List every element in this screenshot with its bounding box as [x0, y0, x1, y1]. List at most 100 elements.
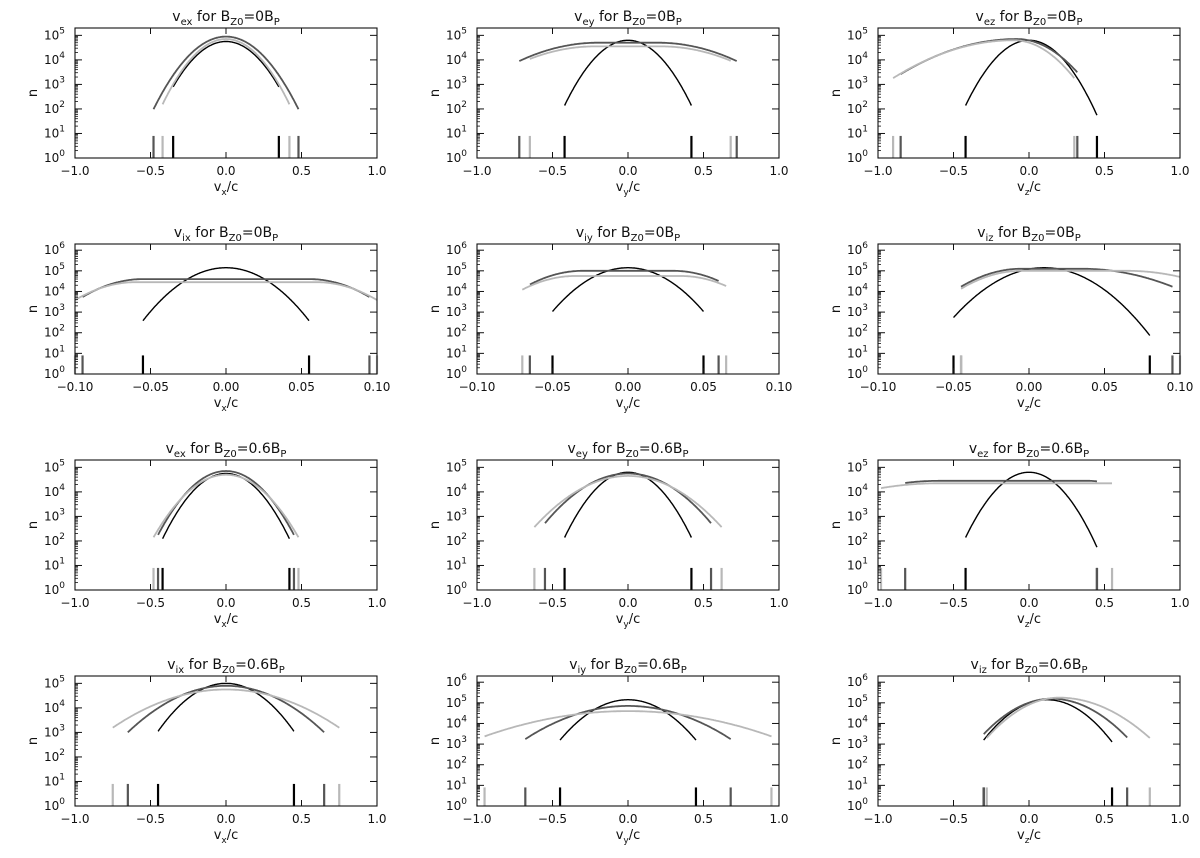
series-1-line: [161, 472, 291, 540]
x-tick-label: −1.0: [863, 812, 892, 826]
series-1-line: [563, 471, 693, 538]
y-tick-label: 103: [446, 507, 467, 523]
y-tick-label: 100: [446, 797, 467, 813]
y-tick-label: 104: [446, 51, 467, 67]
y-tick-label: 101: [847, 556, 868, 572]
x-tick-label: 1.0: [367, 164, 386, 178]
y-tick-label: 102: [847, 756, 868, 772]
y-tick-label: 105: [847, 458, 868, 474]
y-tick-label: 104: [44, 282, 65, 298]
x-axis-label: vx/c: [214, 828, 239, 846]
x-axis-label: vy/c: [616, 180, 641, 198]
y-tick-label: 101: [847, 344, 868, 360]
x-tick-label: 0.0: [618, 812, 637, 826]
panel-2: −1.0 −0.5 0.0 0.5 1.0 100 101 102 103 104 105 n vy/c…: [428, 9, 789, 198]
series-3-line: [112, 688, 340, 729]
series-1-line: [157, 682, 295, 732]
plot-frame: [74, 243, 378, 375]
series-1-line: [142, 267, 310, 322]
y-tick-label: 103: [847, 735, 868, 751]
x-tick-label: −1.0: [863, 596, 892, 610]
y-tick-label: 101: [446, 124, 467, 140]
x-tick-label: 0.00: [615, 380, 642, 394]
panel-6: −0.10 −0.05 0.00 0.05 0.10 100 101 102 103 104 105…: [829, 225, 1193, 414]
series-1-line: [563, 39, 693, 106]
y-tick-label: 102: [847, 324, 868, 340]
series-2-line: [544, 472, 712, 524]
panel-3: −1.0 −0.5 0.0 0.5 1.0 100 101 102 103 104 105 n vz/c…: [829, 9, 1190, 198]
y-tick-label: 104: [44, 51, 65, 67]
y-tick-label: 102: [44, 532, 65, 548]
x-tick-label: −0.10: [459, 380, 496, 394]
y-tick-label: 104: [446, 483, 467, 499]
x-tick-label: −0.5: [136, 596, 165, 610]
y-tick-label: 106: [446, 673, 467, 689]
x-tick-label: −0.5: [136, 164, 165, 178]
series-2-line: [518, 41, 738, 62]
y-axis-label: n: [26, 305, 41, 313]
y-tick-label: 102: [847, 100, 868, 116]
panel-title: vix for BZ0=0.6BP: [167, 657, 285, 676]
panel-11: −1.0 −0.5 0.0 0.5 1.0 100 101 102 103 104 105 106 n v…: [428, 657, 789, 846]
panel-9: −1.0 −0.5 0.0 0.5 1.0 100 101 102 103 104 105 n vz/c…: [829, 441, 1190, 630]
plot-frame: [476, 675, 780, 807]
series-1-line: [551, 267, 705, 312]
y-tick-label: 105: [44, 262, 65, 278]
y-tick-label: 102: [847, 532, 868, 548]
x-tick-label: 0.10: [1167, 380, 1194, 394]
x-tick-label: 1.0: [1170, 164, 1189, 178]
y-tick-label: 103: [44, 723, 65, 739]
x-tick-label: −0.5: [538, 596, 567, 610]
panel-5: −0.10 −0.05 0.00 0.05 0.10 100 101 102 103 104 105…: [428, 225, 792, 414]
y-tick-label: 106: [847, 241, 868, 257]
y-tick-label: 104: [847, 51, 868, 67]
y-tick-label: 103: [847, 507, 868, 523]
y-axis-label: n: [26, 737, 41, 745]
y-tick-label: 105: [44, 458, 65, 474]
series-3-line: [986, 696, 1151, 739]
y-tick-label: 101: [446, 344, 467, 360]
x-tick-label: 0.5: [292, 596, 311, 610]
series-2-line: [983, 697, 1128, 739]
x-tick-label: 0.5: [292, 812, 311, 826]
y-tick-label: 103: [44, 303, 65, 319]
y-axis-label: n: [829, 305, 844, 313]
x-tick-label: −0.5: [538, 812, 567, 826]
y-axis-label: n: [829, 521, 844, 529]
x-tick-label: 0.5: [694, 596, 713, 610]
x-axis-label: vz/c: [1017, 180, 1041, 198]
panel-title: vex for BZ0=0.6BP: [166, 441, 287, 460]
x-tick-label: 0.0: [1019, 596, 1038, 610]
y-tick-label: 106: [44, 241, 65, 257]
y-tick-label: 103: [44, 507, 65, 523]
x-tick-label: 0.10: [364, 380, 391, 394]
series-2-line: [127, 684, 325, 733]
x-tick-label: 0.05: [1091, 380, 1118, 394]
x-tick-label: 0.0: [618, 164, 637, 178]
y-tick-label: 105: [446, 26, 467, 42]
panel-title: viz for BZ0=0BP: [977, 225, 1081, 244]
series-2-line: [905, 479, 1098, 484]
panel-title: vez for BZ0=0.6BP: [969, 441, 1089, 460]
y-tick-label: 101: [847, 124, 868, 140]
y-tick-label: 100: [847, 581, 868, 597]
x-tick-label: 0.0: [618, 596, 637, 610]
x-tick-label: 0.5: [1095, 812, 1114, 826]
x-tick-label: 1.0: [1170, 596, 1189, 610]
y-tick-label: 104: [446, 714, 467, 730]
series-3-line: [521, 275, 727, 291]
x-tick-label: −1.0: [462, 164, 491, 178]
plot-frame: [476, 27, 780, 159]
x-axis-label: vz/c: [1017, 612, 1041, 630]
x-axis-label: vx/c: [214, 180, 239, 198]
plot-frame: [877, 675, 1181, 807]
y-tick-label: 104: [847, 282, 868, 298]
y-tick-label: 100: [847, 365, 868, 381]
y-axis-label: n: [428, 305, 443, 313]
y-tick-label: 104: [847, 483, 868, 499]
series-1-line: [172, 40, 280, 88]
y-tick-label: 105: [847, 26, 868, 42]
y-tick-label: 105: [847, 694, 868, 710]
series-1-line: [964, 39, 1098, 116]
y-tick-label: 103: [446, 303, 467, 319]
